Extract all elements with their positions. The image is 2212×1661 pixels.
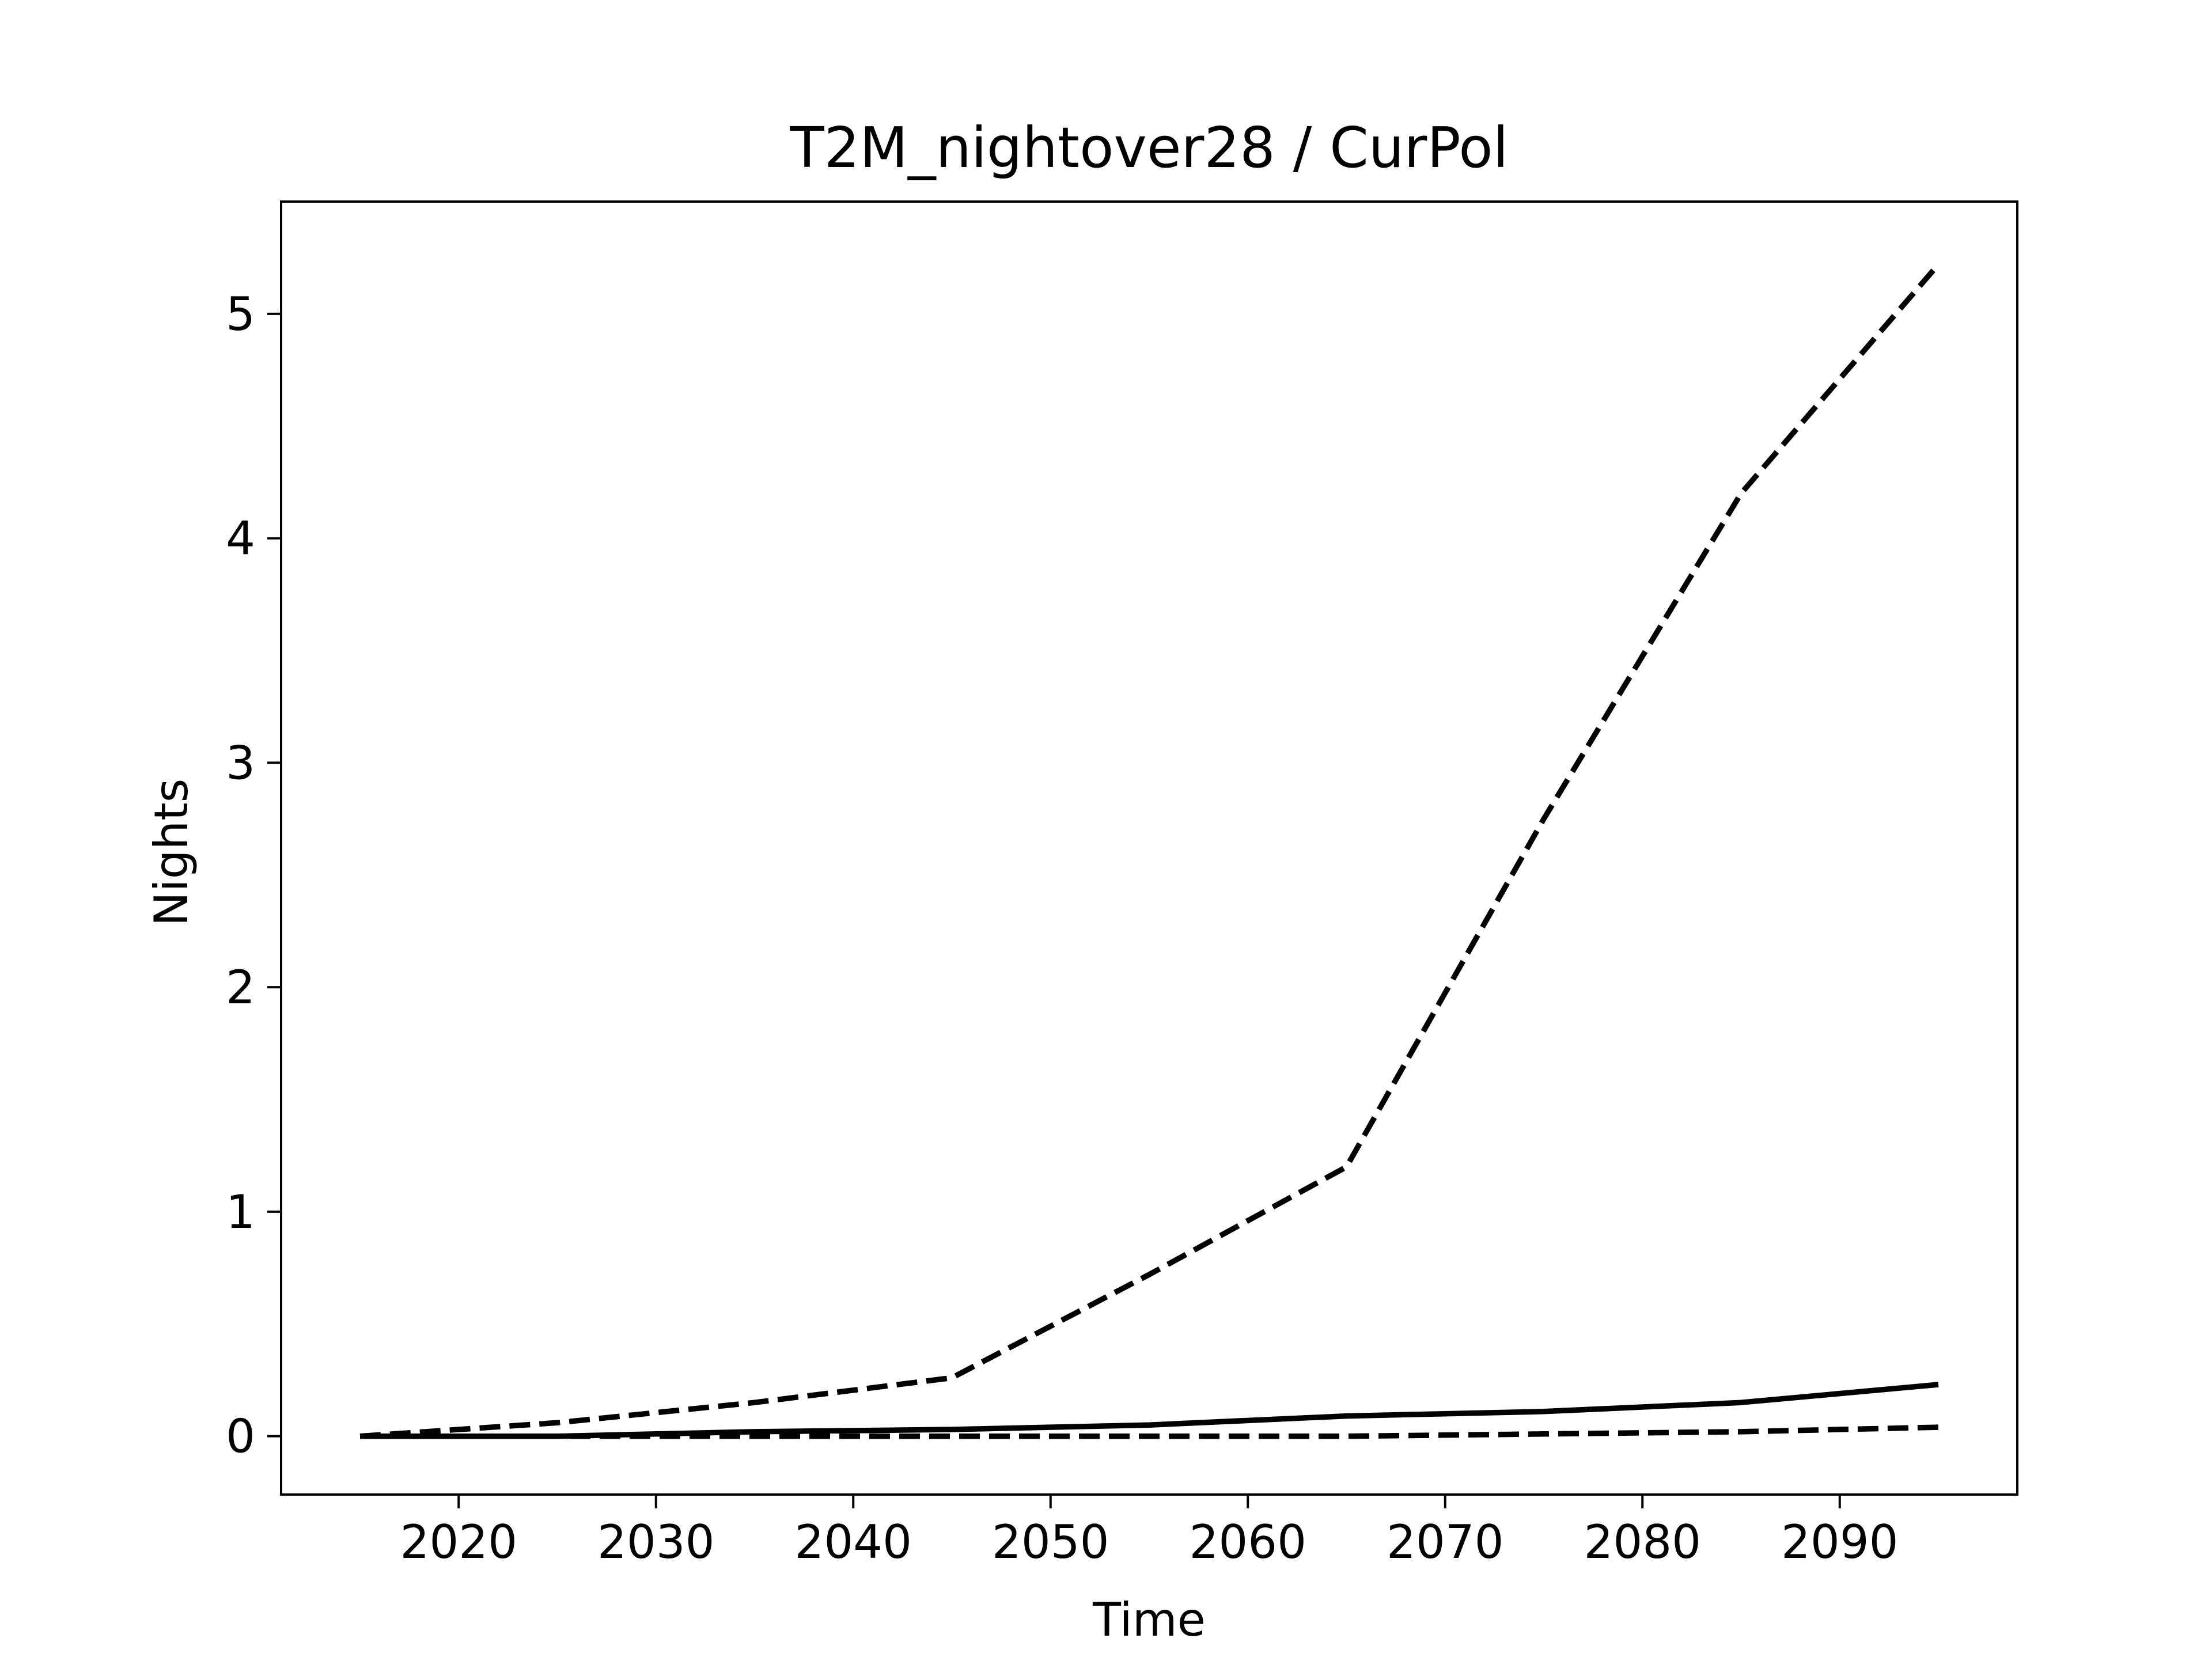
x-axis-label: Time [1092,1593,1206,1647]
y-tick-label: 1 [226,1185,255,1239]
x-tick-label: 2090 [1781,1515,1899,1569]
y-tick-label: 5 [226,287,255,341]
y-tick-label: 2 [226,961,255,1014]
x-tick-label: 2080 [1584,1515,1701,1569]
plot-frame [280,200,2018,1496]
chart-title: T2M_nightover28 / CurPol [789,115,1508,180]
x-tick-label: 2060 [1189,1515,1306,1569]
y-tick-label: 4 [226,512,255,566]
y-axis-label: Nights [145,779,198,927]
series-line-1 [359,262,1941,1439]
x-tick-label: 2070 [1387,1515,1504,1569]
y-tick-label: 0 [226,1410,255,1463]
y-tick-label: 3 [226,736,255,790]
x-tick-label: 2040 [794,1515,912,1569]
axes-layer: 2020 2030 2040 2050 2060 2070 2080 2090 0 1 2 3 4 5 [226,200,2018,1569]
x-tick-label: 2030 [597,1515,715,1569]
series-layer [359,262,1941,1439]
series-line-2 [360,1382,1939,1439]
x-tick-label: 2050 [992,1515,1109,1569]
x-tick-label: 2020 [400,1515,517,1569]
series-line-3 [360,1424,1939,1439]
